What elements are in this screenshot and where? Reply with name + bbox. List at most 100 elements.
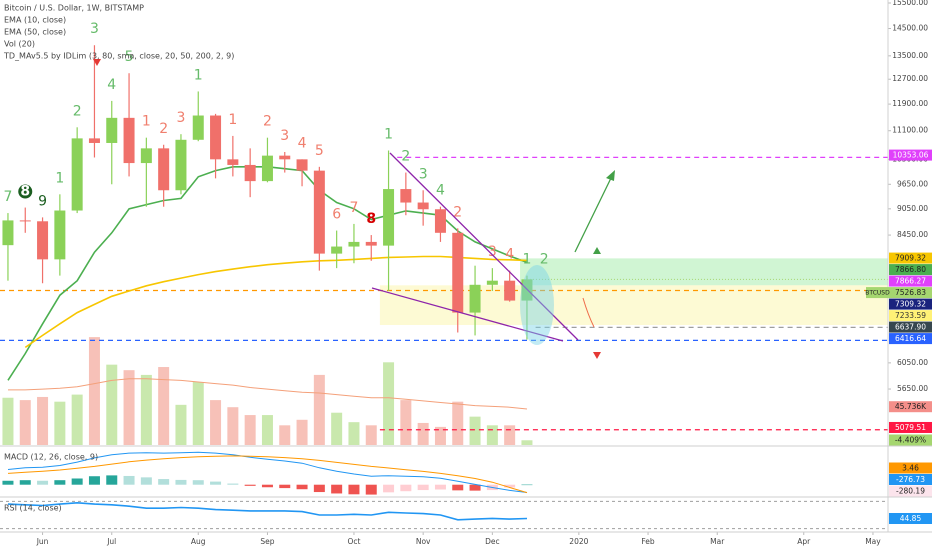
macd-histogram — [504, 484, 516, 488]
volume-bar — [54, 401, 66, 445]
price-label-bg — [889, 513, 932, 525]
x-tick-label: Nov — [416, 537, 431, 546]
symbol-label-bg — [866, 287, 889, 299]
arrow-head — [606, 170, 615, 181]
price-label: 44.85 — [889, 513, 932, 525]
candle-body — [313, 170, 325, 254]
price-label-text: 7866.80 — [895, 265, 926, 274]
y-tick-label: 9050.00 — [897, 204, 928, 213]
volume-bar — [504, 425, 516, 445]
volume-bar — [521, 440, 533, 445]
price-label-text: 7866.27 — [895, 277, 926, 286]
volume-bar — [469, 416, 481, 445]
price-label: 7526.83 BTCUSD — [865, 287, 932, 299]
td-count: 1 — [384, 127, 393, 143]
y-tick-label: 6050.00 — [897, 358, 928, 367]
macd-histogram — [261, 484, 273, 488]
td-count: 2 — [453, 204, 462, 220]
volume-bar — [434, 426, 446, 445]
x-tick-label: Oct — [347, 537, 360, 546]
macd-histogram — [19, 480, 31, 485]
up-arrow — [593, 247, 601, 254]
x-tick-label: Dec — [485, 537, 500, 546]
zone — [520, 258, 888, 286]
volume-bar — [452, 401, 464, 445]
x-tick-label: 2020 — [569, 537, 588, 546]
price-label: 7866.27 — [889, 275, 932, 287]
candle-body — [227, 159, 239, 165]
price-label: 45.736K — [889, 401, 932, 413]
macd-histogram — [158, 479, 170, 485]
candle-body — [158, 148, 170, 191]
macd-histogram — [331, 484, 343, 494]
macd-histogram — [54, 480, 66, 485]
macd-histogram — [71, 478, 83, 485]
macd-histogram — [175, 479, 187, 485]
price-label-bg — [889, 264, 932, 276]
candle-body — [383, 189, 395, 246]
price-label-bg — [889, 275, 932, 287]
td-count: 3 — [488, 244, 497, 260]
td-count: 3 — [280, 128, 289, 144]
macd-histogram — [521, 484, 533, 486]
volume-bar — [279, 425, 291, 445]
price-label: 7309.32 — [889, 298, 932, 310]
candle-body — [400, 189, 412, 203]
price-label-text: 5079.51 — [895, 423, 926, 432]
macd-histogram — [365, 484, 377, 495]
volume-bar — [365, 425, 377, 445]
td-count: 1 — [55, 170, 64, 186]
candle-body — [365, 241, 377, 246]
volume-bar — [348, 422, 360, 445]
macd-histogram — [434, 484, 446, 490]
price-label-bg — [889, 434, 932, 446]
td-count: 1 — [142, 114, 151, 130]
legend-entry: EMA (10, close) — [4, 16, 66, 25]
macd-histogram — [383, 484, 395, 493]
volume-bar — [88, 337, 100, 445]
price-label: 7909.32 — [889, 252, 932, 264]
price-label-text: -4.409% — [895, 436, 926, 445]
sell-marker — [93, 59, 101, 66]
volume-bar — [19, 400, 31, 445]
volume-bar — [313, 374, 325, 445]
candle-body — [71, 138, 83, 211]
td-count: 2 — [73, 103, 82, 119]
price-label-bg — [889, 462, 932, 474]
macd-histogram — [452, 484, 464, 491]
td-count: 7 — [3, 189, 12, 205]
td-count: 1 — [228, 112, 237, 128]
candle-body — [192, 115, 204, 140]
price-label-bg — [889, 321, 932, 333]
legend-entry: EMA (50, close) — [4, 28, 66, 37]
macd-line — [7, 455, 528, 494]
td-count: 8 — [366, 211, 376, 227]
volume-ma — [8, 378, 528, 410]
price-label-text: 6637.90 — [895, 323, 926, 332]
macd-line — [7, 451, 528, 493]
price-label-text: 7309.32 — [895, 300, 926, 309]
wedge-upper — [389, 152, 579, 341]
macd-histogram — [88, 476, 100, 485]
macd-histogram — [400, 484, 412, 492]
rsi-line — [7, 501, 528, 521]
td-count: 5 — [125, 49, 134, 65]
price-label-text: 44.85 — [900, 514, 922, 523]
macd-histogram — [210, 481, 222, 485]
price-label: 7866.80 — [889, 264, 932, 276]
td-count: 2 — [401, 149, 410, 165]
candle-body — [434, 209, 446, 233]
x-tick-label: Jun — [36, 537, 49, 546]
macd-histogram — [348, 484, 360, 495]
volume-bar — [296, 419, 308, 445]
price-label-text: 10353.06 — [893, 151, 929, 160]
y-tick-label: 5650.00 — [897, 384, 928, 393]
price-label: -276.73 — [889, 474, 932, 485]
td-count: 1 — [194, 67, 203, 83]
candle-body — [504, 280, 516, 301]
candle-body — [417, 202, 429, 210]
macd-histogram — [140, 477, 152, 485]
price-label-text: 7909.32 — [895, 254, 926, 263]
x-tick-label: Apr — [797, 537, 811, 546]
y-tick-label: 11100.00 — [892, 126, 928, 135]
